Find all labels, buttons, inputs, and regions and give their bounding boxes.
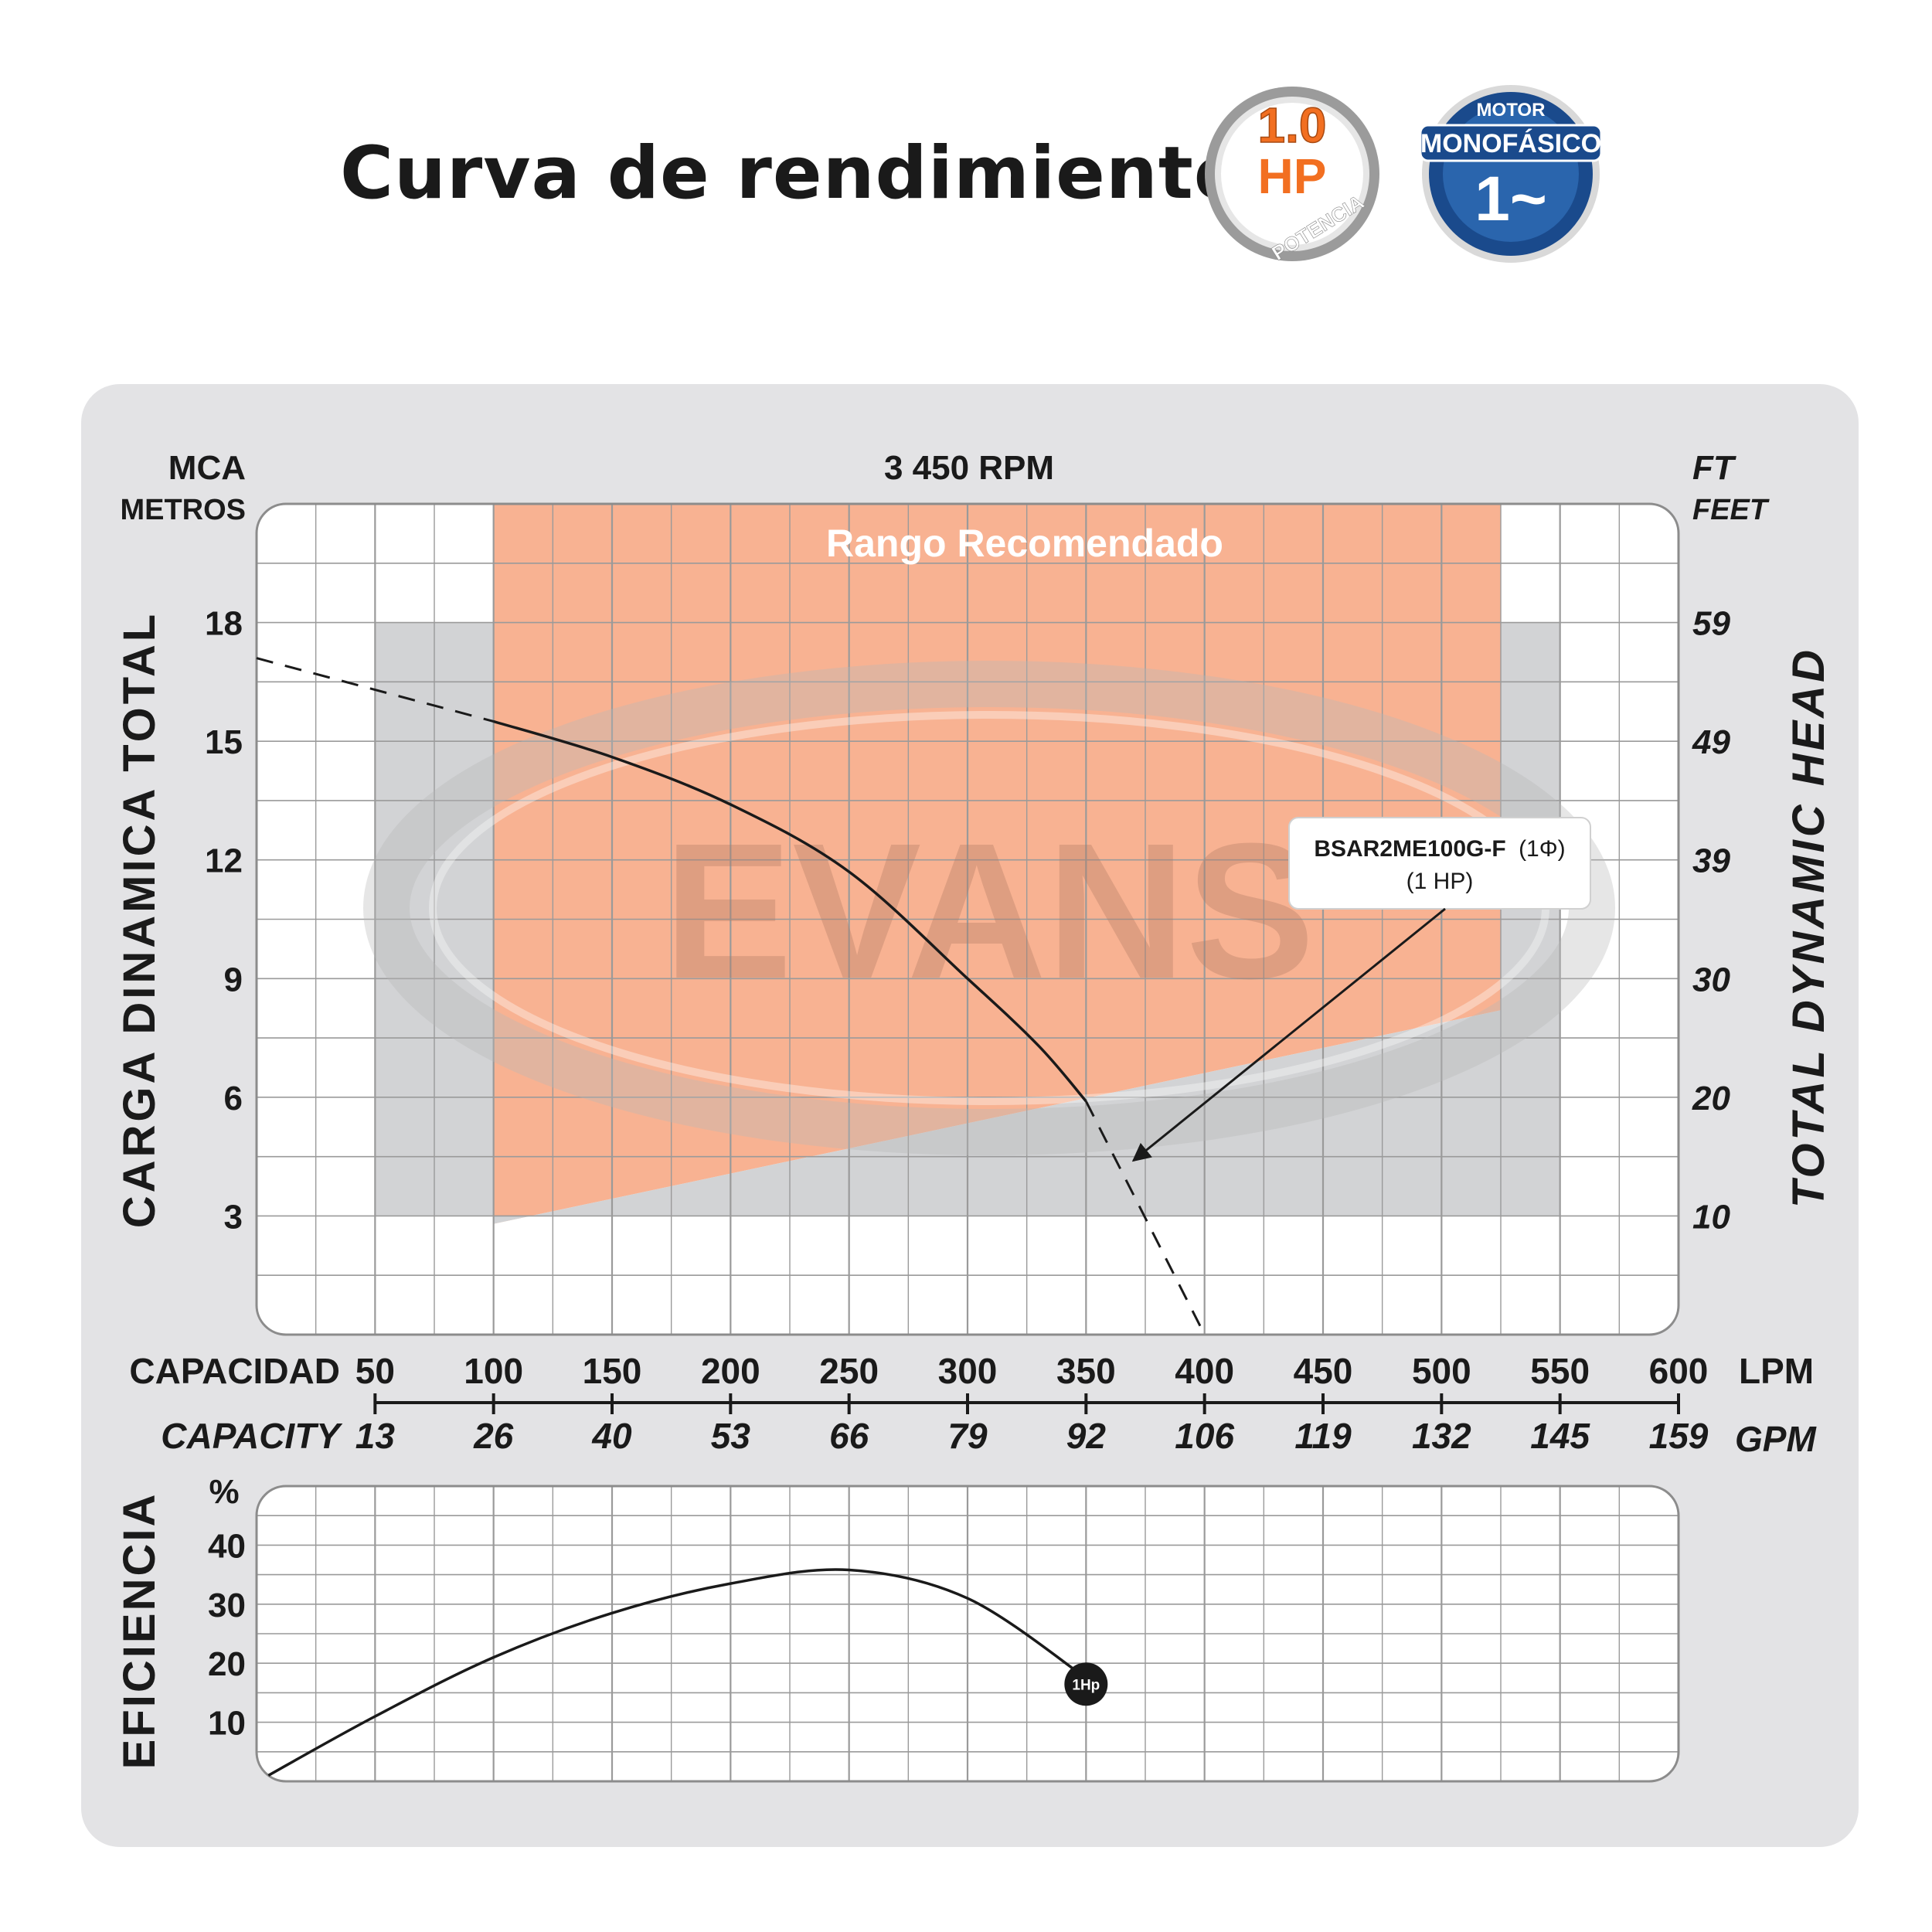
motor-badge-bottom: 1~ bbox=[1475, 164, 1547, 234]
capacity-axis: CAPACIDAD CAPACITY LPM GPM 50 13 100 26 150 4… bbox=[129, 1351, 1817, 1459]
efficiency-curve-label: 1Hp bbox=[1072, 1677, 1100, 1693]
x-tick-label-gpm: 79 bbox=[947, 1416, 988, 1456]
x-tick-label-lpm: 550 bbox=[1530, 1351, 1590, 1391]
head-curve-extrapolated-high bbox=[1084, 1100, 1206, 1335]
x-tick-label-lpm: 50 bbox=[355, 1351, 395, 1391]
x-tick-label-lpm: 400 bbox=[1175, 1351, 1234, 1391]
y-tick-label-right: 30 bbox=[1692, 961, 1730, 998]
right-unit-ft: FT bbox=[1692, 449, 1736, 487]
head-plot: EVANS Rango Recomendado bbox=[255, 502, 1680, 1336]
y-tick-label-left: 15 bbox=[205, 723, 243, 761]
x-tick-label-gpm: 26 bbox=[473, 1416, 514, 1456]
watermark-text: EVANS bbox=[664, 803, 1315, 1019]
motor-badge-middle: MONOFÁSICO bbox=[1420, 129, 1601, 158]
x-tick-label-lpm: 100 bbox=[464, 1351, 523, 1391]
x-tick-label-gpm: 119 bbox=[1294, 1416, 1352, 1456]
y-tick-label-left: 3 bbox=[224, 1198, 243, 1236]
left-unit-metros: METROS bbox=[120, 494, 246, 526]
page-title: Curva de rendimiento: bbox=[340, 131, 1274, 216]
x-tick-label-lpm: 300 bbox=[938, 1351, 998, 1391]
head-axis-labels: MCA METROS 3 450 RPM FT FEET CARGA DINAM… bbox=[114, 449, 1834, 1236]
efficiency-unit: % bbox=[209, 1473, 239, 1511]
callout-model: BSAR2ME100G-F bbox=[1314, 836, 1505, 862]
x-axis-label: CAPACIDAD bbox=[129, 1351, 340, 1391]
x-tick-label-gpm: 106 bbox=[1175, 1416, 1234, 1456]
head-curve bbox=[493, 719, 1087, 1103]
head-grid bbox=[257, 504, 1679, 1335]
callout-power: (1 HP) bbox=[1406, 869, 1474, 894]
efficiency-plot-frame bbox=[255, 1485, 1680, 1783]
x-tick-label-gpm: 53 bbox=[711, 1416, 751, 1456]
y-tick-label-right: 20 bbox=[1692, 1080, 1730, 1117]
y-tick-label-right: 39 bbox=[1692, 842, 1730, 880]
x-tick-label-gpm: 92 bbox=[1066, 1416, 1107, 1456]
y-axis-label-right: TOTAL DYNAMIC HEAD bbox=[1784, 647, 1834, 1208]
recommended-range-label: Rango Recomendado bbox=[826, 522, 1223, 565]
y-tick-label-left: 18 bbox=[205, 605, 243, 643]
x-tick-label-lpm: 600 bbox=[1649, 1351, 1709, 1391]
efficiency-y-tick-label: 10 bbox=[208, 1705, 246, 1743]
x-tick-label-gpm: 40 bbox=[591, 1416, 632, 1456]
x-tick-label-lpm: 150 bbox=[583, 1351, 642, 1391]
y-axis-label-left: CARGA DINAMICA TOTAL bbox=[114, 611, 165, 1229]
x-tick-label-lpm: 200 bbox=[701, 1351, 760, 1391]
y-tick-label-right: 49 bbox=[1692, 723, 1730, 761]
x-tick-label-lpm: 500 bbox=[1412, 1351, 1471, 1391]
right-unit-feet: FEET bbox=[1692, 494, 1770, 526]
x-tick-label-lpm: 250 bbox=[819, 1351, 879, 1391]
motor-badge: MOTOR MONOFÁSICO 1~ bbox=[1419, 85, 1603, 263]
efficiency-curve bbox=[267, 1568, 1087, 1777]
efficiency-plot: 1Hp % EFICIENCIA 10 20 30 40 bbox=[114, 1473, 1680, 1783]
x-tick-label-lpm: 450 bbox=[1294, 1351, 1353, 1391]
x-unit-gpm: GPM bbox=[1735, 1419, 1817, 1459]
power-badge: 1.0 HP POTENCIA bbox=[1205, 87, 1379, 265]
callout-box bbox=[1288, 817, 1591, 910]
x-tick-label-gpm: 145 bbox=[1530, 1416, 1590, 1456]
x-tick-label-gpm: 66 bbox=[829, 1416, 869, 1456]
head-curve-extrapolated-low bbox=[256, 657, 495, 723]
y-tick-label-right: 59 bbox=[1692, 605, 1730, 643]
watermark-logo: EVANS bbox=[363, 661, 1615, 1155]
x-tick-label-lpm: 350 bbox=[1056, 1351, 1116, 1391]
svg-text:BSAR2ME100G-F (1Φ): BSAR2ME100G-F (1Φ) bbox=[1314, 836, 1565, 862]
x-tick-label-gpm: 159 bbox=[1649, 1416, 1709, 1456]
x-tick-label-gpm: 13 bbox=[355, 1416, 396, 1456]
efficiency-axis-label: EFICIENCIA bbox=[114, 1492, 165, 1770]
motor-badge-top: MOTOR bbox=[1477, 100, 1546, 121]
series-callout: BSAR2ME100G-F (1Φ) (1 HP) bbox=[1131, 817, 1591, 1162]
power-badge-unit: HP bbox=[1258, 148, 1327, 204]
callout-arrow bbox=[1131, 907, 1446, 1162]
y-tick-label-right: 10 bbox=[1692, 1198, 1730, 1236]
efficiency-y-tick-label: 30 bbox=[208, 1587, 246, 1624]
efficiency-curve-marker bbox=[1064, 1662, 1108, 1706]
range-lower-wedge bbox=[493, 1010, 1501, 1224]
callout-phase: (1Φ) bbox=[1519, 836, 1566, 862]
chart-rpm-title: 3 450 RPM bbox=[884, 449, 1054, 487]
x-tick-label-gpm: 132 bbox=[1412, 1416, 1471, 1456]
y-tick-label-left: 12 bbox=[205, 842, 243, 880]
efficiency-y-tick-label: 40 bbox=[208, 1527, 246, 1565]
recommended-range-area bbox=[493, 504, 1501, 1224]
efficiency-y-tick-label: 20 bbox=[208, 1645, 246, 1683]
left-unit-mca: MCA bbox=[168, 449, 246, 487]
y-tick-label-left: 9 bbox=[224, 961, 243, 998]
efficiency-grid bbox=[257, 1486, 1679, 1781]
head-plot-frame bbox=[255, 502, 1680, 1336]
y-tick-label-left: 6 bbox=[224, 1080, 243, 1117]
x-unit-lpm: LPM bbox=[1739, 1351, 1814, 1391]
power-badge-value: 1.0 bbox=[1258, 97, 1327, 153]
x-axis-label-secondary: CAPACITY bbox=[161, 1416, 343, 1456]
